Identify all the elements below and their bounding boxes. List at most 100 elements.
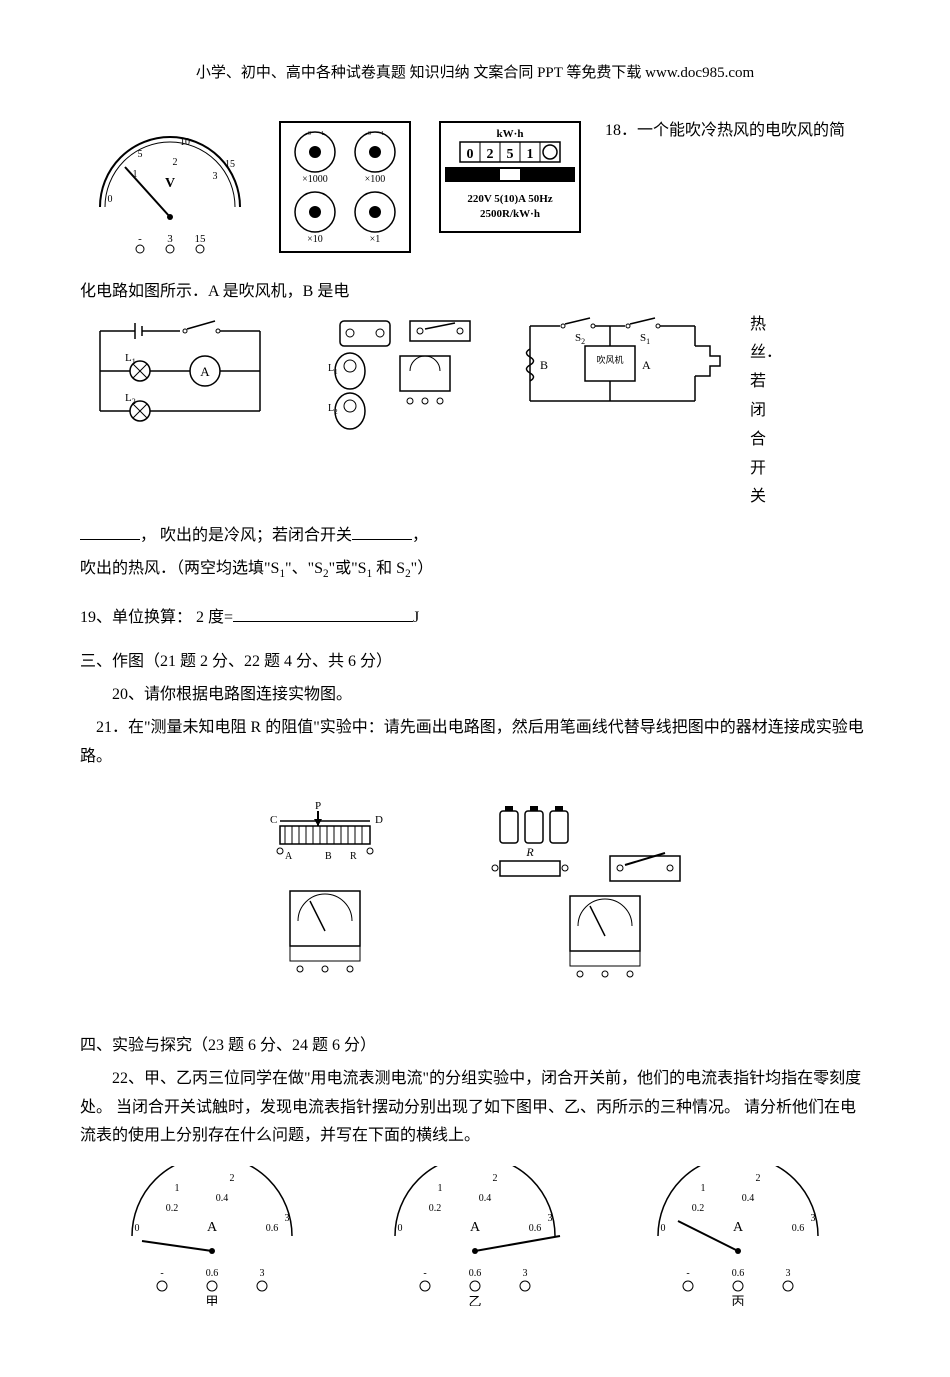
svg-text:0.2: 0.2 [692,1203,705,1214]
q18-mid1: ， 吹出的是冷风；若闭合开关 [140,527,352,544]
q18-text-part1: 18．一个能吹冷热风的电吹风的简 [605,117,870,146]
svg-text:1: 1 [174,1183,179,1194]
energy-meter-figure: kW·h 0 2 5 1 220V 5(10)A 50Hz 2500R/kW·h [430,117,590,248]
svg-text:1: 1 [527,147,534,162]
page-header: 小学、初中、高中各种试卷真题 知识归纳 文案合同 PPT 等免费下载 www.d… [80,60,870,87]
svg-text:2: 2 [229,1173,234,1184]
svg-text:2: 2 [487,147,494,162]
svg-text:乙: 乙 [468,1294,481,1306]
svg-text:A: A [207,1220,218,1235]
q18-text-part2: 化电路如图所示．A 是吹风机，B 是电 [80,278,870,307]
svg-text:2: 2 [173,157,178,168]
ammeter-jia: 0 1 2 3 0.2 0.4 0.6 A - 0.6 3 甲 [112,1166,312,1317]
svg-text:A: A [470,1220,481,1235]
svg-text:0.6: 0.6 [792,1223,805,1234]
q18-or2: "或"S [329,560,367,577]
svg-text:0: 0 [368,131,371,137]
svg-text:3: 3 [786,1268,791,1279]
svg-text:0: 0 [308,131,311,137]
ammeter-row: 0 1 2 3 0.2 0.4 0.6 A - 0.6 3 甲 [80,1166,870,1317]
q21-figure: C P D A BR R [80,801,870,992]
svg-text:×10: ×10 [307,234,323,245]
svg-text:A: A [285,851,293,862]
svg-text:B: B [325,851,332,862]
svg-text:0.2: 0.2 [165,1203,178,1214]
svg-text:3: 3 [167,233,173,245]
svg-text:0: 0 [108,194,113,205]
blank-2 [352,523,412,540]
svg-text:L1: L1 [125,352,136,366]
svg-text:0: 0 [467,147,474,162]
svg-text:0.6: 0.6 [469,1268,482,1279]
svg-text:A: A [642,358,651,372]
q22-text: 22、甲、乙丙三位同学在做"用电流表测电流"的分组实验中，闭合开关前，他们的电流… [80,1065,870,1151]
q19-line: 19、单位换算： 2 度=J [80,604,870,633]
svg-text:1: 1 [701,1183,706,1194]
svg-text:0.6: 0.6 [732,1268,745,1279]
svg-text:10: 10 [180,137,190,148]
svg-text:-: - [423,1268,426,1279]
svg-text:甲: 甲 [205,1294,218,1306]
circuit-diagram-figure: L1 A L2 [80,311,280,442]
physical-circuit-figure: L1 L2 [300,311,500,442]
svg-text:0.6: 0.6 [529,1223,542,1234]
q18-start: 18．一个能吹冷热风的电吹风的简 [605,122,845,139]
svg-text:0.6: 0.6 [265,1223,278,1234]
svg-text:丙: 丙 [732,1294,745,1306]
svg-text:3: 3 [213,171,218,182]
q19-text: 19、单位换算： 2 度= [80,609,233,626]
svg-text:1: 1 [381,131,384,137]
svg-text:P: P [315,801,321,812]
svg-text:吹风机: 吹风机 [596,354,623,365]
svg-text:A: A [733,1220,744,1235]
svg-text:×100: ×100 [365,174,386,185]
resistance-box-figure: 0 1 0 1 ×1000 ×100 ×10 ×1 [275,117,415,268]
svg-text:1: 1 [437,1183,442,1194]
q18-suffix-line: 吹出的热风．（两空均选填"S1"、"S2"或"S1 和 S2"） [80,555,870,584]
svg-text:B: B [540,358,548,372]
svg-text:-: - [138,233,142,245]
figure-row-1: 0 5 10 15 1 2 3 V - 3 15 [80,117,870,268]
blank-3 [233,605,413,622]
q18-suffix: 吹出的热风．（两空均选填"S [80,560,279,577]
ammeter-bing: 0 1 2 3 0.2 0.4 0.6 A - 0.6 3 丙 [638,1166,838,1317]
svg-text:2500R/kW·h: 2500R/kW·h [480,208,540,220]
svg-text:-: - [160,1268,163,1279]
svg-text:0.4: 0.4 [215,1193,228,1204]
voltmeter-figure: 0 5 10 15 1 2 3 V - 3 15 [80,117,260,268]
svg-text:×1: ×1 [370,234,381,245]
svg-text:×1000: ×1000 [302,174,328,185]
hairdryer-circuit-figure: S2 S1 B 吹风机 A [520,311,730,432]
svg-text:R: R [350,851,357,862]
q18-mid2: ， [412,527,428,544]
svg-text:S1: S1 [640,332,650,346]
svg-text:L2: L2 [125,392,136,406]
svg-text:V: V [165,176,175,191]
svg-text:A: A [200,364,210,379]
svg-text:15: 15 [225,159,235,170]
svg-text:3: 3 [522,1268,527,1279]
ammeter-yi: 0 1 2 3 0.2 0.4 0.6 A - 0.6 3 乙 [375,1166,575,1317]
section-4-title: 四、实验与探究（23 题 6 分、24 题 6 分） [80,1032,870,1061]
q18-and: 和 S [372,560,405,577]
figure-row-2: L1 A L2 L1 [80,311,870,513]
q18-text-part3: 热丝．若闭合开关 [750,311,780,513]
svg-text:S2: S2 [575,332,585,346]
svg-text:D: D [375,814,383,826]
svg-text:0.4: 0.4 [742,1193,755,1204]
svg-text:5: 5 [138,149,143,160]
svg-text:0.4: 0.4 [479,1193,492,1204]
svg-text:0: 0 [397,1223,402,1234]
svg-text:3: 3 [547,1213,552,1224]
svg-text:3: 3 [811,1213,816,1224]
svg-text:0: 0 [134,1223,139,1234]
svg-text:3: 3 [284,1213,289,1224]
svg-text:1: 1 [321,131,324,137]
svg-text:R: R [525,845,534,859]
q18-or1: "、"S [285,560,323,577]
svg-text:220V 5(10)A 50Hz: 220V 5(10)A 50Hz [467,193,552,205]
svg-text:15: 15 [195,233,207,245]
q18-fill-line: ， 吹出的是冷风；若闭合开关 ， [80,522,870,551]
svg-text:5: 5 [507,147,514,162]
q20-text: 20、请你根据电路图连接实物图。 [80,681,870,710]
